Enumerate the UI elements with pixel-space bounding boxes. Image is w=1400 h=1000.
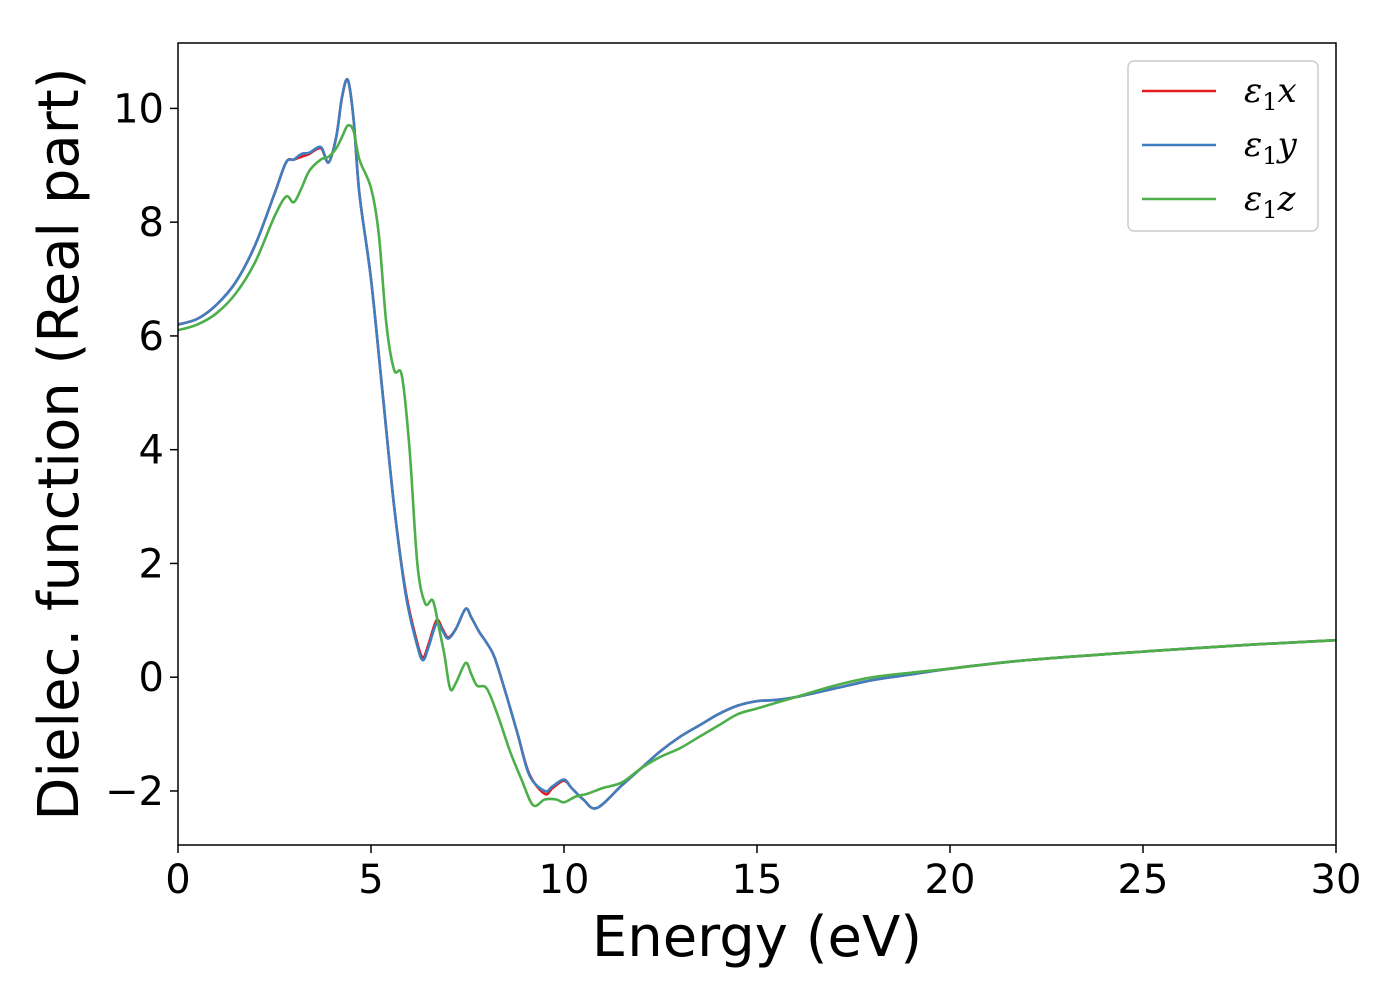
x-tick-label: 15 [732,857,783,903]
x-tick-label: 10 [539,857,590,903]
y-tick-label: 0 [139,655,164,701]
y-tick-label: −2 [105,769,164,815]
x-tick-label: 30 [1311,857,1362,903]
y-tick-label: 10 [113,86,164,132]
y-axis-label: Dielec. function (Real part) [27,67,92,820]
y-tick-label: 8 [139,200,164,246]
x-tick-label: 5 [358,857,383,903]
y-tick-label: 4 [139,428,164,474]
legend-label-1: ε1x [1244,71,1297,116]
legend-label-3: ε1z [1244,179,1297,224]
y-tick-label: 2 [139,541,164,587]
legend: ε1x ε1y ε1z [1127,60,1319,232]
y-tick-label: 6 [139,314,164,360]
x-tick-label: 0 [165,857,190,903]
legend-box [1127,60,1319,232]
x-tick-label: 25 [1118,857,1169,903]
y-axis: −2 0 2 4 6 8 10 [105,86,178,815]
x-axis-label: Energy (eV) [592,905,922,970]
x-tick-label: 20 [925,857,976,903]
series-line-2 [178,77,1336,810]
series-layer [178,77,1336,810]
series-line-3 [178,123,1336,808]
legend-label-2: ε1y [1244,125,1298,170]
x-axis: 0 5 10 15 20 25 30 [165,845,1361,903]
